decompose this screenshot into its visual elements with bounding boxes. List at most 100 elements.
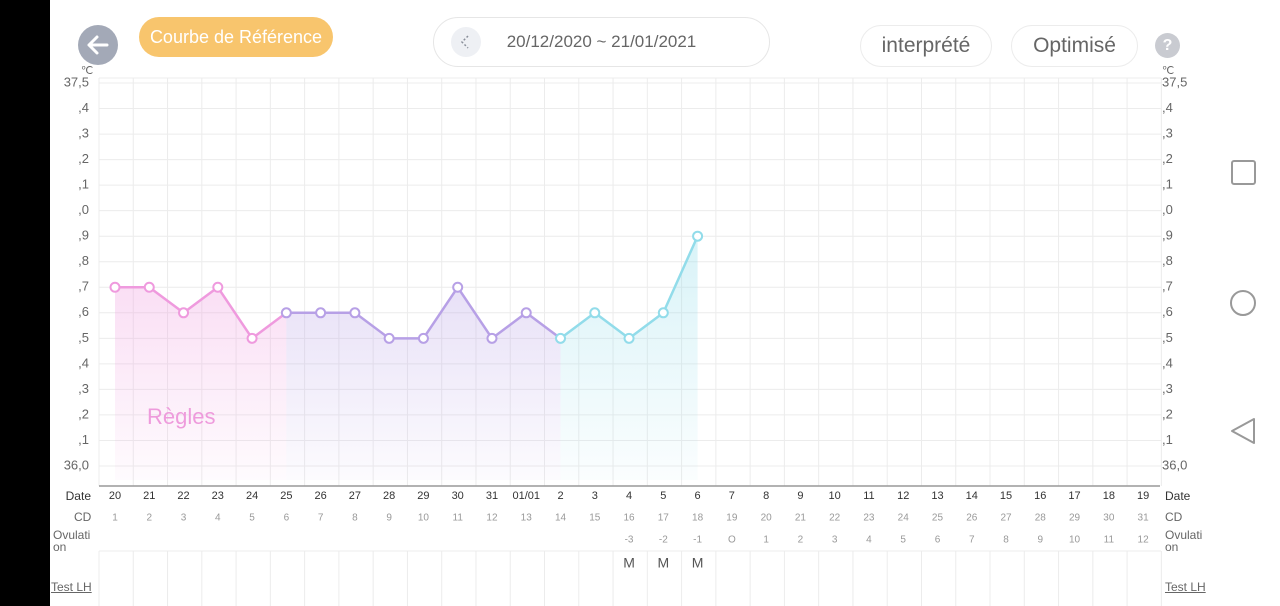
lh-test-link[interactable]: Test LH bbox=[51, 580, 92, 594]
x-tick-label: 9 bbox=[797, 490, 803, 502]
point bbox=[589, 307, 601, 319]
left-bezel bbox=[0, 0, 50, 606]
ovulation-label: 4 bbox=[866, 535, 872, 546]
cd-label: 21 bbox=[795, 513, 807, 524]
x-tick-label: 23 bbox=[212, 490, 224, 502]
area bbox=[286, 287, 561, 480]
point bbox=[555, 332, 567, 344]
point bbox=[417, 332, 429, 344]
cd-label: 25 bbox=[932, 513, 944, 524]
ovulation-label: 1 bbox=[763, 535, 769, 546]
cd-label: 5 bbox=[249, 513, 255, 524]
y-tick-label-right: ,1 bbox=[1162, 177, 1173, 192]
date-range-text: 20/12/2020 ~ 21/01/2021 bbox=[506, 32, 697, 51]
cd-label: 20 bbox=[761, 513, 773, 524]
nav-bar bbox=[1205, 0, 1280, 606]
x-tick-label: 26 bbox=[314, 490, 326, 502]
y-tick-label: ,2 bbox=[78, 406, 89, 421]
y-tick-label-right: ,6 bbox=[1162, 304, 1173, 319]
date-range[interactable]: 20/12/2020 ~ 21/01/2021 bbox=[433, 17, 770, 67]
tab-optimised[interactable]: Optimisé bbox=[1011, 25, 1138, 67]
x-tick-label: 14 bbox=[966, 490, 978, 502]
x-tick-label: 8 bbox=[763, 490, 769, 502]
cd-label: 8 bbox=[352, 513, 358, 524]
cd-label: 9 bbox=[386, 513, 392, 524]
help-button[interactable]: ? bbox=[1155, 33, 1180, 58]
x-tick-label: 20 bbox=[109, 490, 121, 502]
cd-label: 16 bbox=[623, 513, 635, 524]
cd-label: 7 bbox=[318, 513, 324, 524]
cd-label: 10 bbox=[418, 513, 430, 524]
y-tick-label-right: 36,0 bbox=[1162, 457, 1187, 472]
area bbox=[560, 236, 698, 480]
x-tick-label: 16 bbox=[1034, 490, 1046, 502]
unit-left: ℃ bbox=[81, 65, 93, 77]
x-tick-label: 30 bbox=[452, 490, 464, 502]
x-tick-label: 5 bbox=[660, 490, 666, 502]
x-tick-label: 2 bbox=[557, 490, 563, 502]
x-tick-label: 27 bbox=[349, 490, 361, 502]
point bbox=[246, 332, 258, 344]
y-tick-label: ,4 bbox=[78, 100, 89, 115]
cd-label: 26 bbox=[966, 513, 978, 524]
ovulation-label: 12 bbox=[1138, 535, 1150, 546]
ovulation-label: 5 bbox=[900, 535, 906, 546]
x-tick-label: 31 bbox=[486, 490, 498, 502]
point bbox=[452, 281, 464, 293]
x-tick-label: 10 bbox=[829, 490, 841, 502]
test-mark: M bbox=[623, 555, 635, 571]
y-tick-label-right: ,3 bbox=[1162, 126, 1173, 141]
point bbox=[657, 307, 669, 319]
x-tick-label: 28 bbox=[383, 490, 395, 502]
y-tick-label: ,2 bbox=[78, 151, 89, 166]
ovulation-label: 7 bbox=[969, 535, 975, 546]
y-tick-label: ,1 bbox=[78, 177, 89, 192]
point bbox=[520, 307, 532, 319]
date-icon bbox=[451, 27, 481, 57]
x-tick-label: 25 bbox=[280, 490, 292, 502]
x-tick-label: 12 bbox=[897, 490, 909, 502]
ovulation-label: 3 bbox=[832, 535, 838, 546]
reference-button[interactable]: Courbe de Référence bbox=[139, 17, 333, 57]
x-tick-label: 22 bbox=[177, 490, 189, 502]
x-tick-label: 13 bbox=[931, 490, 943, 502]
cd-row-label: CD bbox=[74, 510, 92, 524]
cd-label: 29 bbox=[1069, 513, 1081, 524]
y-tick-label: ,1 bbox=[78, 432, 89, 447]
ovulation-label: 8 bbox=[1003, 535, 1009, 546]
ovulation-row-label-right: Ovulation bbox=[1165, 528, 1203, 554]
cd-label: 30 bbox=[1103, 513, 1115, 524]
cd-label: 1 bbox=[112, 513, 118, 524]
cd-label: 27 bbox=[1000, 513, 1012, 524]
y-tick-label-right: ,2 bbox=[1162, 406, 1173, 421]
y-tick-label: ,6 bbox=[78, 304, 89, 319]
x-tick-label: 6 bbox=[695, 490, 701, 502]
cd-label: 3 bbox=[181, 513, 187, 524]
lh-test-link-right[interactable]: Test LH bbox=[1165, 580, 1206, 594]
ovulation-label: 11 bbox=[1104, 535, 1115, 546]
y-tick-label: ,3 bbox=[78, 381, 89, 396]
x-tick-label: 19 bbox=[1137, 490, 1149, 502]
ovulation-label: -2 bbox=[659, 535, 668, 546]
ovulation-label: -3 bbox=[625, 535, 634, 546]
x-tick-label: 4 bbox=[626, 490, 632, 502]
point bbox=[486, 332, 498, 344]
y-tick-label: 37,5 bbox=[64, 74, 89, 89]
y-tick-label-right: ,8 bbox=[1162, 253, 1173, 268]
cd-label: 18 bbox=[692, 513, 704, 524]
cd-label: 2 bbox=[146, 513, 152, 524]
tab-interpreted[interactable]: interprété bbox=[860, 25, 992, 67]
cd-label: 15 bbox=[589, 513, 601, 524]
y-tick-label-right: ,4 bbox=[1162, 355, 1173, 370]
point bbox=[349, 307, 361, 319]
line bbox=[559, 235, 699, 340]
y-tick-label-right: ,2 bbox=[1162, 151, 1173, 166]
cd-label: 12 bbox=[486, 513, 498, 524]
cd-label: 11 bbox=[453, 513, 464, 524]
cd-label: 24 bbox=[898, 513, 910, 524]
y-tick-label-right: ,9 bbox=[1162, 228, 1173, 243]
back-button[interactable] bbox=[78, 25, 118, 65]
point bbox=[383, 332, 395, 344]
